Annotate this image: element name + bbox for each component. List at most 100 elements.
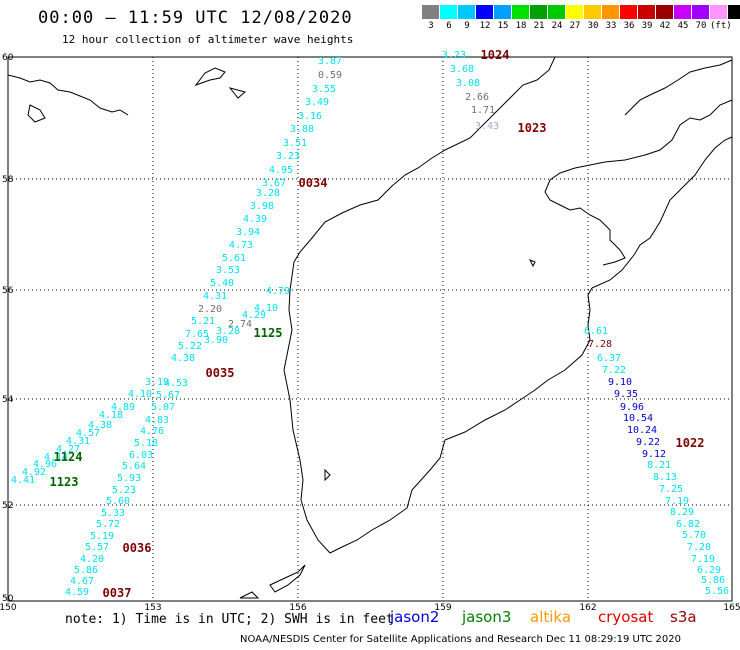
wave-height-value: 3.90 xyxy=(204,335,228,346)
wave-height-value: 3.53 xyxy=(216,265,240,276)
wave-height-value: 3.88 xyxy=(290,124,314,135)
wave-height-value: 7.19 xyxy=(665,496,689,507)
wave-height-value: 5.70 xyxy=(682,530,706,541)
wave-height-value: 3.23 xyxy=(442,50,466,61)
y-tick-label: 50 xyxy=(2,594,14,604)
scale-label: 30 xyxy=(587,21,599,31)
wave-height-value: 4.38 xyxy=(88,420,112,431)
scale-swatch xyxy=(530,5,548,19)
page-title: 00:00 – 11:59 UTC 12/08/2020 xyxy=(38,8,353,28)
map-frame xyxy=(7,56,733,602)
wave-height-value: 5.60 xyxy=(106,496,130,507)
x-tick-label: 153 xyxy=(144,603,161,613)
scale-label: 21 xyxy=(533,21,545,31)
wave-height-value: 4.31 xyxy=(66,436,90,447)
scale-swatch xyxy=(620,5,638,19)
satellite-cryosat: cryosat xyxy=(598,608,654,626)
scale-swatch xyxy=(422,5,440,19)
page-subtitle: 12 hour collection of altimeter wave hei… xyxy=(62,33,354,46)
wave-height-value: 9.96 xyxy=(620,402,644,413)
wave-height-value: 3.98 xyxy=(250,201,274,212)
wave-height-value: 7.25 xyxy=(659,484,683,495)
wave-height-value: 7.28 xyxy=(588,339,612,350)
scale-swatch xyxy=(494,5,512,19)
wave-height-value: 10.54 xyxy=(623,413,653,424)
scale-swatch xyxy=(638,5,656,19)
wave-height-value: 9.22 xyxy=(636,437,660,448)
wave-height-value: 4.29 xyxy=(242,310,266,321)
scale-label: 42 xyxy=(659,21,671,31)
wave-height-value: 5.56 xyxy=(705,586,729,597)
wave-height-value: 6.29 xyxy=(697,565,721,576)
wave-height-value: 0.59 xyxy=(318,70,342,81)
scale-swatch xyxy=(728,5,740,19)
wave-height-value: 5.72 xyxy=(96,519,120,530)
wave-height-value: 8.29 xyxy=(670,507,694,518)
y-tick-label: 60 xyxy=(2,53,14,63)
pass-time-label: 0037 xyxy=(103,586,132,600)
pass-time-label: 1123 xyxy=(50,475,79,489)
wave-height-value: 4.41 xyxy=(11,475,35,486)
wave-height-value: 3.43 xyxy=(475,121,499,132)
wave-height-value: 4.27 xyxy=(56,444,80,455)
altimeter-tracks: 3.87 0.59 3.55 3.49 3.16 3.88 3.51 3.23 4.95 3.67… xyxy=(11,50,729,598)
wave-height-value: 5.22 xyxy=(178,341,202,352)
wave-height-value: 4.57 xyxy=(76,428,100,439)
wave-height-value: 4.83 xyxy=(145,415,169,426)
wave-height-value: 4.39 xyxy=(243,214,267,225)
wave-height-value: 4.59 xyxy=(65,587,89,598)
wave-height-value: 7.65 xyxy=(185,329,209,340)
pass-time-label: 1125 xyxy=(254,326,283,340)
wave-height-value: 9.10 xyxy=(608,377,632,388)
scale-swatch xyxy=(674,5,692,19)
wave-height-value: 4.95 xyxy=(269,165,293,176)
wave-height-value: 3.55 xyxy=(312,84,336,95)
scale-label: 24 xyxy=(551,21,563,31)
scale-swatch xyxy=(458,5,476,19)
graticule xyxy=(8,57,732,601)
satellite-altika: altika xyxy=(530,608,572,626)
wave-height-value: 6.03 xyxy=(129,450,153,461)
scale-label: 33 xyxy=(605,21,617,31)
wave-height-value: 3.49 xyxy=(305,97,329,108)
y-tick-label: 58 xyxy=(2,175,14,185)
time-labels: 1024 1023 0034 1125 0035 1022 1124 1123 0036 0037 xyxy=(50,48,705,600)
wave-height-value: 4.38 xyxy=(171,353,195,364)
x-tick-label: 165 xyxy=(723,603,740,613)
satellite-jason3: jason3 xyxy=(462,608,512,626)
wave-height-value: 7.20 xyxy=(687,542,711,553)
wave-height-value: 4.92 xyxy=(22,467,46,478)
wave-height-value: 5.19 xyxy=(90,531,114,542)
wave-height-value: 2.20 xyxy=(198,304,222,315)
scale-swatch xyxy=(440,5,458,19)
wave-height-value: 5.93 xyxy=(117,473,141,484)
x-tick-label: 150 xyxy=(0,603,17,613)
scale-label: 45 xyxy=(677,21,689,31)
footer-credit: NOAA/NESDIS Center for Satellite Applica… xyxy=(240,634,682,645)
scale-label: 27 xyxy=(569,21,581,31)
pass-time-label: 1124 xyxy=(54,450,83,464)
scale-label: 36 xyxy=(623,21,635,31)
scale-swatch xyxy=(512,5,530,19)
wave-height-value: 5.86 xyxy=(701,575,725,586)
wave-height-value: 4.73 xyxy=(229,240,253,251)
x-tick-label: 159 xyxy=(434,603,451,613)
pass-time-label: 1024 xyxy=(481,48,510,62)
wave-height-value: 5.33 xyxy=(101,508,125,519)
wave-height-value: 4.89 xyxy=(111,402,135,413)
wave-height-value: 3.23 xyxy=(276,151,300,162)
scale-swatch xyxy=(692,5,710,19)
scale-label: 3 xyxy=(428,21,434,31)
wave-height-value: 10.24 xyxy=(627,425,657,436)
scale-label: 18 xyxy=(515,21,527,31)
wave-height-value: 3.28 xyxy=(256,188,280,199)
wave-height-value: 6.82 xyxy=(676,519,700,530)
coastline xyxy=(7,56,733,599)
wave-height-value: 9.12 xyxy=(642,449,666,460)
scale-label: 15 xyxy=(497,21,509,31)
footer-note: note: 1) Time is in UTC; 2) SWH is in fe… xyxy=(65,612,394,627)
wave-height-value: 1.71 xyxy=(471,105,495,116)
wave-height-value: 3.19 xyxy=(145,377,169,388)
wave-height-value: 3.51 xyxy=(283,138,307,149)
